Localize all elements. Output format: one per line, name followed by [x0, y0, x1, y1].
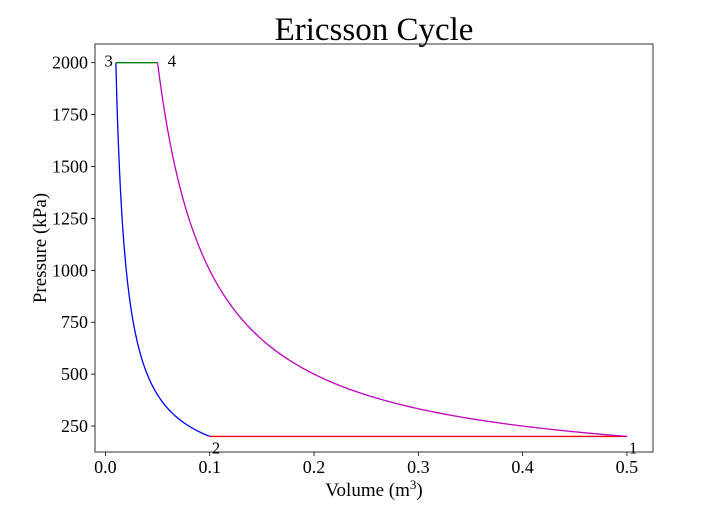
y-tick-label: 2000 [52, 53, 88, 73]
y-tick-label: 250 [61, 416, 88, 436]
x-axis-ticks: 0.0 0.1 0.2 0.3 0.4 0.5 [94, 452, 638, 477]
state-point-label-4: 4 [168, 52, 177, 71]
x-axis-label-superscript: 3 [410, 477, 417, 492]
process-2-3-line [115, 62, 210, 438]
x-tick-label: 0.3 [407, 457, 430, 477]
y-axis-label: Pressure (kPa) [30, 193, 51, 303]
y-tick-label: 1750 [52, 105, 88, 125]
x-tick-label: 0.2 [303, 457, 326, 477]
x-tick-label: 0.5 [616, 457, 639, 477]
chart-title: Ericsson Cycle [275, 12, 474, 48]
state-point-label-1: 1 [629, 438, 638, 457]
x-axis-label-end: ) [416, 480, 422, 501]
y-tick-label: 1500 [52, 157, 88, 177]
y-tick-label: 750 [61, 312, 88, 332]
x-tick-label: 0.0 [94, 457, 117, 477]
series-layer [115, 62, 627, 438]
x-tick-label: 0.4 [511, 457, 534, 477]
y-tick-label: 500 [61, 364, 88, 384]
x-axis-label: Volume (m3) [325, 477, 422, 501]
x-axis-label-text: Volume (m [325, 480, 410, 501]
y-tick-label: 1250 [52, 208, 88, 228]
plot-area-frame [94, 43, 654, 453]
state-point-labels: 1 2 3 4 [104, 52, 637, 458]
state-point-label-3: 3 [104, 52, 113, 71]
y-tick-label: 1000 [52, 260, 88, 280]
process-4-1-line [156, 62, 627, 438]
state-point-label-2: 2 [212, 438, 221, 457]
x-tick-label: 0.1 [198, 457, 221, 477]
y-axis-ticks: 250 500 750 1000 1250 1500 1750 2000 [52, 53, 95, 436]
